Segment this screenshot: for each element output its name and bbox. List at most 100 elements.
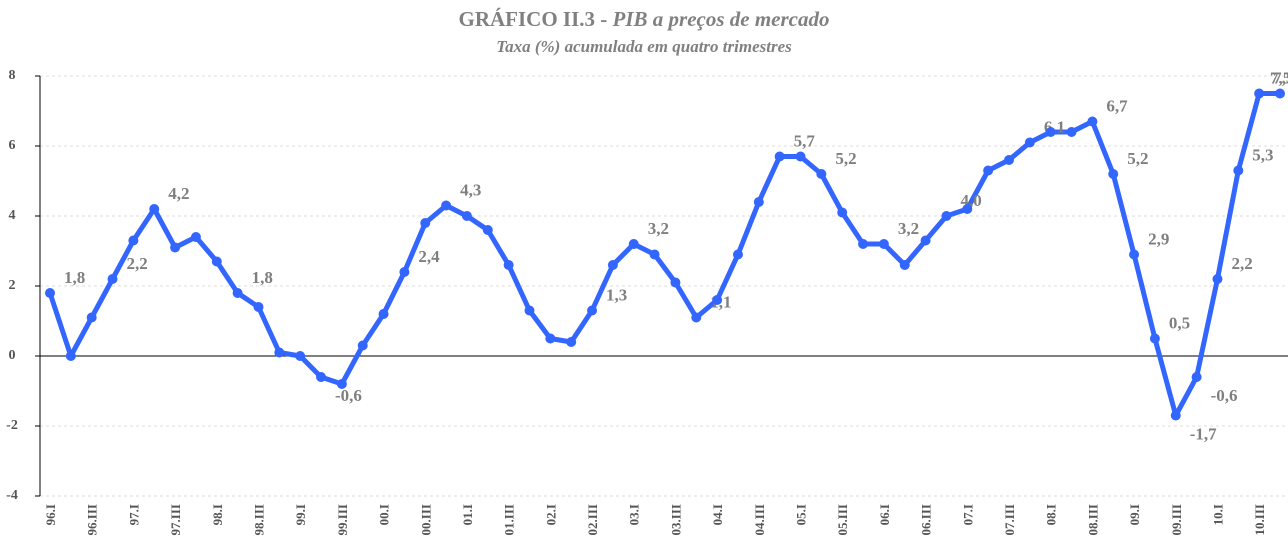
point [670, 277, 681, 288]
point [587, 305, 598, 316]
x-tick-label: 05.III [835, 504, 850, 535]
x-tick-label: 96.III [85, 504, 100, 535]
data-label: 7,5 [1270, 69, 1288, 88]
point [649, 249, 660, 260]
point [607, 260, 618, 270]
point [1149, 333, 1160, 344]
point [1275, 88, 1285, 99]
point [420, 218, 431, 228]
point [837, 207, 848, 218]
y-tick-label: -4 [6, 488, 18, 503]
point [941, 211, 952, 221]
data-label: 3,2 [648, 219, 669, 238]
chart-title: GRÁFICO II.3 - PIB a preços de mercado [459, 7, 830, 31]
data-label: 3,2 [898, 219, 919, 238]
x-tick-label: 98.I [210, 504, 225, 525]
point [65, 351, 76, 361]
point [1087, 116, 1098, 127]
data-label: 1,8 [64, 268, 85, 287]
point [1212, 274, 1223, 284]
data-label: -0,6 [1211, 386, 1238, 405]
point [524, 305, 535, 316]
point [461, 211, 472, 221]
point [232, 288, 243, 298]
point [149, 204, 160, 214]
x-tick-label: 00.I [377, 504, 392, 525]
y-tick-label: 8 [9, 68, 16, 83]
data-label: 4,2 [168, 184, 189, 203]
x-tick-label: 04.I [710, 504, 725, 525]
x-tick-label: 07.III [1002, 504, 1017, 535]
point [878, 239, 889, 249]
x-tick-label: 00.III [418, 504, 433, 535]
point [357, 340, 368, 351]
title-main: GRÁFICO II.3 - [459, 7, 608, 31]
point [566, 337, 577, 347]
point [753, 197, 764, 207]
x-tick-label: 10.I [1210, 504, 1225, 525]
y-tick-label: -2 [6, 418, 18, 433]
x-tick-label: 97.III [168, 504, 183, 535]
point [274, 347, 285, 358]
x-tick-label: 04.III [752, 504, 767, 535]
x-tick-label: 08.III [1085, 504, 1100, 535]
point [170, 242, 181, 253]
y-tick-label: 4 [9, 208, 16, 223]
data-label: 5,3 [1252, 146, 1273, 165]
point [399, 267, 410, 277]
point [107, 274, 118, 284]
point [920, 235, 931, 246]
point [1191, 372, 1202, 382]
data-label: 2,4 [418, 247, 440, 266]
data-label: -0,6 [335, 386, 362, 405]
data-label: 5,2 [835, 149, 856, 168]
line [47, 91, 1280, 418]
x-tick-label: 02.I [543, 504, 558, 525]
point [190, 232, 201, 242]
point [86, 312, 97, 323]
point [962, 204, 973, 214]
point [774, 151, 785, 162]
x-tick-label: 03.I [627, 504, 642, 525]
x-tick-label: 08.I [1044, 504, 1059, 525]
point [1254, 88, 1265, 99]
point [983, 165, 994, 176]
point [336, 379, 347, 389]
x-tick-label: 01.I [460, 504, 475, 525]
point [211, 256, 222, 267]
x-tick-label: 98.III [251, 504, 266, 535]
x-tick-label: 09.I [1127, 504, 1142, 525]
data-label: 2,9 [1148, 230, 1169, 249]
data-label: 4,3 [460, 181, 481, 200]
point [1170, 410, 1181, 421]
point [503, 260, 514, 270]
point [1003, 155, 1014, 165]
point [858, 239, 869, 249]
point [732, 249, 743, 260]
point [712, 295, 723, 305]
data-label: 6,7 [1106, 97, 1128, 116]
x-tick-label: 07.I [960, 504, 975, 525]
data-label: 1,3 [606, 286, 627, 305]
point [899, 260, 910, 270]
point [1129, 249, 1140, 260]
x-tick-label: 02.III [585, 504, 600, 535]
data-label: 5,7 [794, 132, 816, 151]
point [253, 302, 264, 312]
point [45, 288, 55, 298]
data-label: 2,2 [1231, 254, 1252, 273]
point [482, 225, 493, 235]
point [691, 312, 702, 323]
x-tick-label: 03.III [668, 504, 683, 535]
point [628, 239, 639, 249]
point [1045, 127, 1056, 137]
point [378, 309, 389, 319]
data-label: 2,2 [127, 254, 148, 273]
point [128, 235, 139, 246]
data-label: 7,5 [1273, 69, 1288, 88]
x-tick-label: 10.III [1252, 504, 1267, 535]
point [816, 169, 827, 179]
x-tick-label: 96.I [43, 504, 58, 525]
x-tick-label: 99.III [335, 504, 350, 535]
